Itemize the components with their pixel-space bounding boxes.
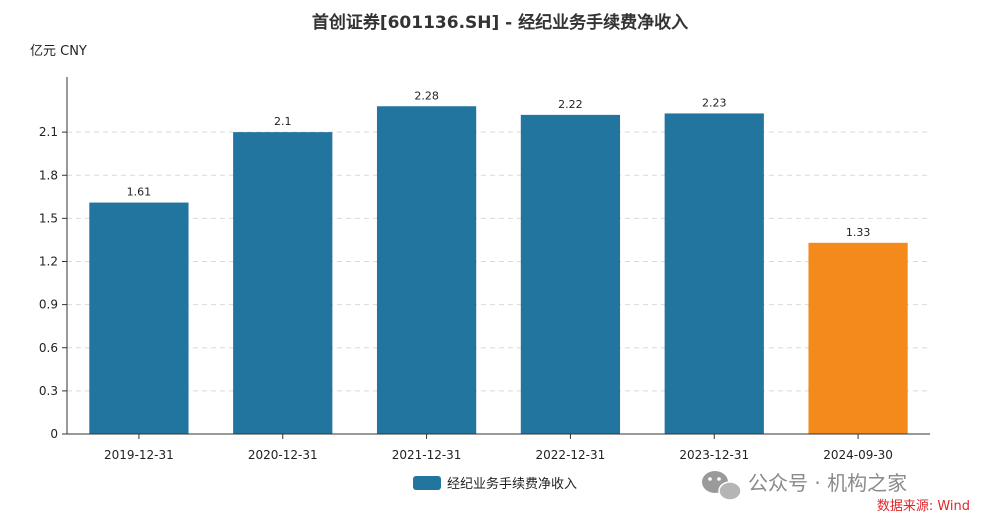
watermark: 公众号 · 机构之家: [702, 471, 907, 501]
legend: 经纪业务手续费净收入: [413, 476, 577, 492]
x-tick-label: 2022-12-31: [536, 448, 606, 462]
bar: [664, 113, 764, 434]
y-tick-label: 1.2: [39, 255, 58, 269]
bar: [376, 106, 477, 434]
y-axis: 0 0.3 0.6 0.9 1.2 1.5 1.8 2.1: [39, 77, 68, 441]
x-tick-label: 2019-12-31: [104, 448, 174, 462]
chart-title: 首创证券[601136.SH] - 经纪业务手续费净收入: [312, 12, 688, 33]
x-tick-label: 2021-12-31: [392, 448, 462, 462]
y-tick-label: 0.3: [39, 384, 58, 398]
legend-label: 经纪业务手续费净收入: [447, 476, 577, 492]
x-axis: 2019-12-31 2020-12-31 2021-12-31 2022-12-31…: [67, 433, 930, 462]
data-label: 2.22: [558, 98, 583, 111]
bars: 1.61 2.1 2.28 2.22 2.23 1.33: [89, 89, 908, 434]
y-tick-label: 1.8: [39, 168, 58, 182]
data-label: 2.1: [274, 115, 292, 128]
watermark-text: 公众号 · 机构之家: [748, 471, 907, 495]
x-tick-label: 2023-12-31: [679, 448, 749, 462]
data-label: 2.23: [702, 96, 727, 109]
y-tick-label: 2.1: [39, 125, 58, 139]
data-label: 1.33: [846, 226, 871, 239]
y-tick-label: 0.6: [39, 341, 58, 355]
gridlines: [67, 131, 930, 392]
bar: [808, 242, 908, 434]
bar: [89, 202, 189, 434]
x-tick-label: 2020-12-31: [248, 448, 318, 462]
x-tick-label: 2024-09-30: [823, 448, 893, 462]
data-source: 数据来源: Wind: [877, 499, 970, 514]
y-tick-label: 1.5: [39, 211, 58, 225]
unit-label: 亿元 CNY: [30, 44, 87, 59]
bar: [233, 132, 333, 434]
wechat-icon: [702, 471, 742, 501]
data-label: 2.28: [414, 89, 439, 102]
data-label: 1.61: [127, 186, 152, 199]
y-tick-label: 0.9: [39, 298, 58, 312]
legend-swatch: [413, 476, 441, 490]
y-tick-label: 0: [50, 427, 58, 441]
bar: [520, 114, 621, 434]
